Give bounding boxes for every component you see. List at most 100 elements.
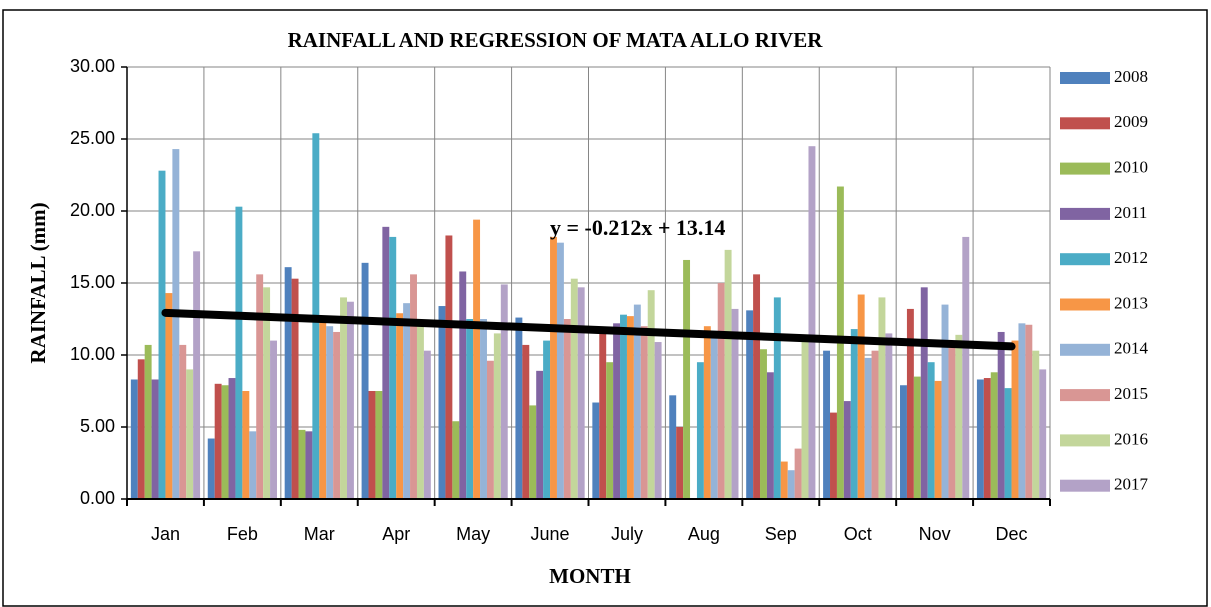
y-axis-label: RAINFALL (mm) [26,202,50,363]
y-tick-label: 20.00 [70,200,115,220]
bar [361,262,369,499]
bar [864,357,872,499]
bar [885,333,893,499]
bar [228,378,236,499]
chart-border [2,9,1208,607]
bar [606,362,614,499]
x-tick-label: Aug [688,524,720,544]
bar [920,287,928,499]
bar [683,259,691,499]
bar [1011,340,1019,499]
legend-swatch [1060,434,1110,447]
legend-swatch [1060,343,1110,356]
legend-swatch [1060,117,1110,130]
bar [1025,324,1033,499]
bar [486,360,494,499]
bar [948,347,956,499]
bar [633,304,641,499]
bar [382,226,390,499]
bar [459,271,467,499]
bar [165,293,173,499]
trendline [161,308,1016,351]
bar [368,391,376,499]
bar [270,340,277,499]
bar [193,251,201,499]
bar [438,306,446,499]
legend-label: 2014 [1114,339,1149,358]
bar [780,461,788,499]
bar [452,421,460,499]
bar [529,405,537,499]
bar [976,379,984,499]
bar [416,326,424,499]
bar [291,278,299,499]
legend-label: 2009 [1114,112,1148,131]
bar [284,267,292,499]
legend-swatch [1060,298,1110,311]
legend-label: 2016 [1114,429,1148,448]
bar [794,448,802,499]
y-tick-label: 25.00 [70,128,115,148]
bar [186,369,194,499]
bar [473,219,481,499]
bar [340,297,347,499]
legend-label: 2012 [1114,248,1148,267]
bar [906,308,914,499]
bar [592,402,600,499]
bar [333,331,341,499]
x-tick-label: Mar [304,524,335,544]
bar [235,206,243,499]
bar [900,385,907,499]
bar [857,294,865,499]
bar [480,319,487,499]
bar [640,326,648,499]
bar [326,326,334,499]
bar [515,317,523,499]
bar [522,344,530,499]
bar [249,431,257,499]
bar [913,376,921,499]
bar [843,401,851,499]
bar [550,236,557,500]
bar [563,319,571,499]
legend-swatch [1060,162,1110,175]
bar [137,359,145,499]
x-tick-label: Nov [919,524,951,544]
bar [801,340,809,499]
bar [746,310,754,499]
bar [626,316,634,499]
bar [543,340,551,499]
x-tick-label: Sep [765,524,797,544]
bar [242,391,250,499]
bar [403,303,411,499]
y-tick-label: 15.00 [70,272,115,292]
bar [955,334,963,499]
bar [710,333,718,499]
bar [703,326,711,499]
bar [556,242,564,499]
legend-swatch [1060,207,1110,220]
x-tick-label: Apr [382,524,410,544]
bar [669,395,677,499]
bar [773,297,781,499]
bar [724,249,732,499]
bar [787,470,795,499]
bar [717,283,725,499]
x-tick-label: Oct [844,524,872,544]
bar [1004,388,1012,499]
legend-label: 2017 [1114,475,1149,494]
x-tick-label: June [531,524,570,544]
bar [445,235,453,500]
x-tick-label: Feb [227,524,258,544]
y-tick-label: 5.00 [80,416,115,436]
bar [676,427,684,499]
legend-swatch [1060,389,1110,402]
y-tick-label: 0.00 [80,488,115,508]
bar [256,274,264,499]
bar [263,287,271,499]
bar [613,323,621,499]
bar [207,438,215,499]
bar [647,290,655,499]
bar [214,383,222,499]
x-tick-label: Dec [996,524,1028,544]
